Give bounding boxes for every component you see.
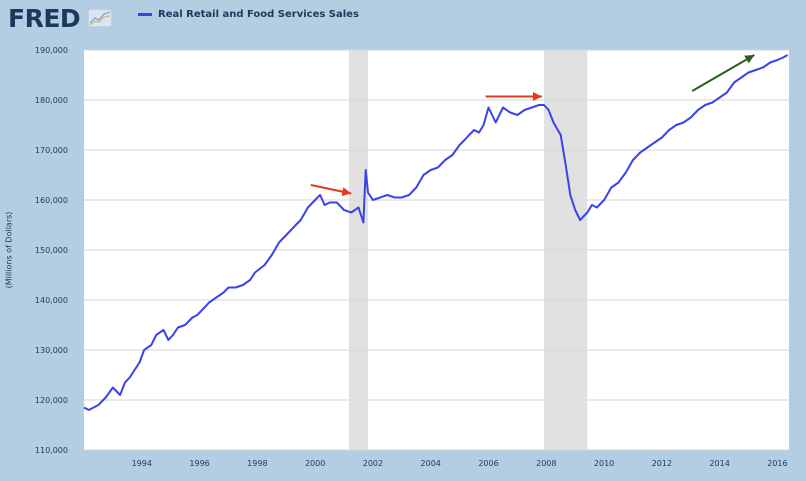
series-layer — [83, 54, 789, 411]
y-tick-label: 160,000 — [35, 196, 68, 205]
y-tick-label: 190,000 — [35, 46, 68, 55]
x-tick-label: 2000 — [305, 459, 325, 468]
annotation-arrowhead — [532, 92, 542, 101]
annotations — [310, 54, 755, 197]
grid-lines — [84, 49, 789, 451]
fred-graph-icon — [88, 9, 112, 27]
x-tick-label: 2010 — [594, 459, 614, 468]
legend-swatch — [138, 13, 152, 16]
y-tick-label: 150,000 — [35, 246, 68, 255]
annotation-arrow — [691, 54, 755, 92]
annotation-arrowhead — [341, 187, 352, 197]
x-tick-label: 1996 — [189, 459, 209, 468]
x-tick-label: 2012 — [652, 459, 672, 468]
x-tick-label: 1998 — [247, 459, 267, 468]
chart-header: FRED Real Retail and Food Services Sales — [0, 0, 806, 40]
x-tick-label: 2016 — [767, 459, 787, 468]
y-tick-label: 180,000 — [35, 96, 68, 105]
x-axis-ticks: 1994 1996 1998 2000 2002 2004 2006 2008 2010 2012… — [132, 459, 788, 468]
y-axis-ticks: 110,000 120,000 130,000 140,000 150,000 160,0… — [35, 46, 68, 455]
y-tick-label: 110,000 — [35, 446, 68, 455]
series-line — [83, 54, 789, 411]
y-tick-label: 120,000 — [35, 396, 68, 405]
y-tick-label: 130,000 — [35, 346, 68, 355]
chart-legend: Real Retail and Food Services Sales — [138, 9, 359, 20]
y-tick-label: 170,000 — [35, 146, 68, 155]
x-tick-label: 2002 — [363, 459, 383, 468]
y-axis-label: (Millions of Dollars) — [4, 211, 14, 289]
x-tick-label: 2006 — [478, 459, 498, 468]
annotation-arrowhead — [744, 55, 755, 64]
x-tick-label: 2008 — [536, 459, 556, 468]
fred-logo: FRED — [8, 4, 81, 33]
legend-label: Real Retail and Food Services Sales — [158, 9, 359, 20]
x-tick-label: 2004 — [421, 459, 441, 468]
x-tick-label: 2014 — [709, 459, 729, 468]
y-tick-label: 140,000 — [35, 296, 68, 305]
x-tick-label: 1994 — [132, 459, 152, 468]
